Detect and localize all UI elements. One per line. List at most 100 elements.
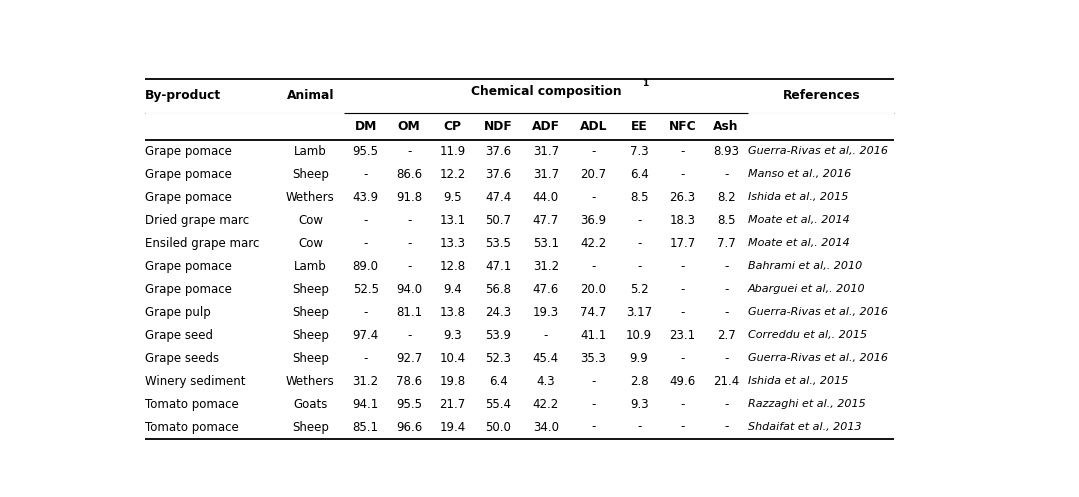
Text: Correddu et al,. 2015: Correddu et al,. 2015 (748, 330, 866, 340)
Text: 50.0: 50.0 (486, 420, 511, 433)
Text: Shdaifat et al., 2013: Shdaifat et al., 2013 (748, 422, 861, 432)
Text: 19.4: 19.4 (439, 420, 466, 433)
Text: 91.8: 91.8 (396, 191, 422, 204)
Text: Goats: Goats (293, 398, 328, 411)
Text: -: - (724, 260, 728, 273)
Text: 95.5: 95.5 (353, 145, 379, 158)
Text: 74.7: 74.7 (581, 306, 606, 319)
Text: References: References (783, 89, 861, 102)
Text: Sheep: Sheep (292, 352, 329, 365)
Text: 8.93: 8.93 (713, 145, 739, 158)
Text: 94.1: 94.1 (353, 398, 379, 411)
Text: -: - (407, 329, 411, 341)
Text: 96.6: 96.6 (396, 420, 422, 433)
Text: ADL: ADL (579, 120, 607, 133)
Text: 50.7: 50.7 (486, 214, 511, 227)
Text: Sheep: Sheep (292, 329, 329, 341)
Text: -: - (681, 306, 685, 319)
Text: 47.7: 47.7 (533, 214, 559, 227)
Text: 9.4: 9.4 (443, 283, 462, 296)
Text: -: - (637, 420, 641, 433)
Text: Ishida et al., 2015: Ishida et al., 2015 (748, 376, 848, 386)
Text: Chemical composition: Chemical composition (470, 85, 622, 98)
Text: 31.2: 31.2 (533, 260, 559, 273)
Text: Lamb: Lamb (295, 145, 327, 158)
Text: -: - (681, 398, 685, 411)
Text: 13.1: 13.1 (439, 214, 466, 227)
Text: -: - (407, 237, 411, 250)
Text: -: - (724, 168, 728, 181)
Text: Razzaghi et al., 2015: Razzaghi et al., 2015 (748, 399, 865, 409)
Text: 6.4: 6.4 (630, 168, 648, 181)
Text: 19.8: 19.8 (439, 375, 466, 388)
Text: 47.6: 47.6 (533, 283, 559, 296)
Text: -: - (591, 398, 596, 411)
Text: 10.4: 10.4 (439, 352, 466, 365)
Text: 10.9: 10.9 (626, 329, 652, 341)
Text: -: - (637, 260, 641, 273)
Text: 19.3: 19.3 (533, 306, 559, 319)
Text: 44.0: 44.0 (533, 191, 559, 204)
Text: Cow: Cow (298, 214, 323, 227)
Text: Tomato pomace: Tomato pomace (145, 398, 238, 411)
Text: 20.7: 20.7 (581, 168, 606, 181)
Text: Grape pomace: Grape pomace (145, 283, 232, 296)
Text: -: - (681, 420, 685, 433)
Text: Bahrami et al,. 2010: Bahrami et al,. 2010 (748, 261, 862, 271)
Text: Abarguei et al,. 2010: Abarguei et al,. 2010 (748, 284, 865, 294)
Text: 23.1: 23.1 (670, 329, 696, 341)
Text: Guerra-Rivas et al., 2016: Guerra-Rivas et al., 2016 (748, 353, 888, 363)
Text: 45.4: 45.4 (533, 352, 559, 365)
Text: -: - (724, 420, 728, 433)
Text: 13.3: 13.3 (439, 237, 466, 250)
Text: 12.2: 12.2 (439, 168, 466, 181)
Text: OM: OM (398, 120, 421, 133)
Text: 12.8: 12.8 (439, 260, 466, 273)
Text: -: - (681, 260, 685, 273)
Text: 53.9: 53.9 (486, 329, 511, 341)
Text: 9.3: 9.3 (443, 329, 462, 341)
Text: Manso et al., 2016: Manso et al., 2016 (748, 169, 851, 179)
Text: 36.9: 36.9 (581, 214, 606, 227)
Text: Grape pomace: Grape pomace (145, 145, 232, 158)
Text: Sheep: Sheep (292, 168, 329, 181)
Text: 41.1: 41.1 (581, 329, 606, 341)
Text: 86.6: 86.6 (396, 168, 422, 181)
Text: 42.2: 42.2 (533, 398, 559, 411)
Text: DM: DM (355, 120, 377, 133)
Text: 47.4: 47.4 (486, 191, 511, 204)
Text: -: - (407, 214, 411, 227)
Text: -: - (681, 145, 685, 158)
Text: 2.7: 2.7 (716, 329, 736, 341)
Text: 1: 1 (642, 79, 648, 88)
Text: 21.7: 21.7 (439, 398, 466, 411)
Text: 92.7: 92.7 (396, 352, 422, 365)
Text: 8.5: 8.5 (716, 214, 735, 227)
Text: 43.9: 43.9 (353, 191, 379, 204)
Text: -: - (544, 329, 548, 341)
Text: 8.2: 8.2 (716, 191, 736, 204)
Text: 31.7: 31.7 (533, 145, 559, 158)
Text: Sheep: Sheep (292, 420, 329, 433)
Text: -: - (637, 214, 641, 227)
Text: 4.3: 4.3 (536, 375, 556, 388)
Text: Moate et al,. 2014: Moate et al,. 2014 (748, 239, 849, 248)
Text: EE: EE (631, 120, 647, 133)
Text: -: - (591, 420, 596, 433)
Text: 31.7: 31.7 (533, 168, 559, 181)
Text: 55.4: 55.4 (486, 398, 511, 411)
Text: -: - (364, 168, 368, 181)
Text: 8.5: 8.5 (630, 191, 648, 204)
Text: 11.9: 11.9 (439, 145, 466, 158)
Text: 85.1: 85.1 (353, 420, 379, 433)
Text: Wethers: Wethers (286, 191, 334, 204)
Text: 89.0: 89.0 (353, 260, 379, 273)
Text: -: - (591, 260, 596, 273)
Text: Grape pomace: Grape pomace (145, 168, 232, 181)
Text: -: - (681, 283, 685, 296)
Text: 49.6: 49.6 (669, 375, 696, 388)
Text: 47.1: 47.1 (486, 260, 511, 273)
Text: -: - (724, 306, 728, 319)
Text: 35.3: 35.3 (581, 352, 606, 365)
Text: Grape pulp: Grape pulp (145, 306, 210, 319)
